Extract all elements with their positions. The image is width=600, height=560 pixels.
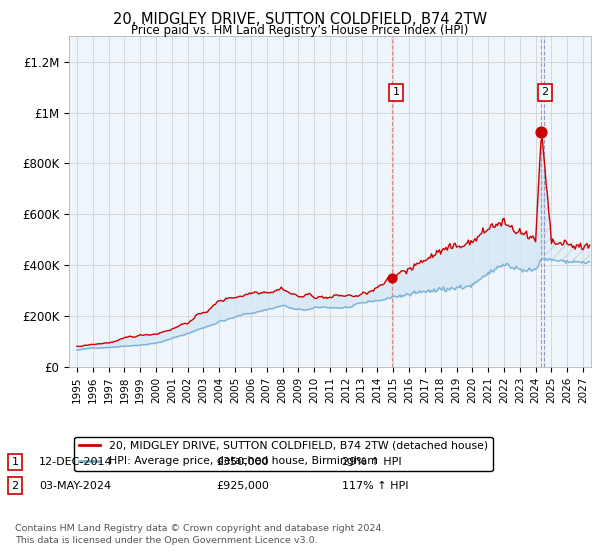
Text: 2: 2: [541, 87, 548, 97]
Point: [388, 273, 397, 282]
Text: 2: 2: [11, 480, 19, 491]
Text: Contains HM Land Registry data © Crown copyright and database right 2024.
This d: Contains HM Land Registry data © Crown c…: [15, 524, 385, 545]
Text: 1: 1: [11, 457, 19, 467]
Point: [536, 127, 546, 136]
Legend: 20, MIDGLEY DRIVE, SUTTON COLDFIELD, B74 2TW (detached house), HPI: Average pric: 20, MIDGLEY DRIVE, SUTTON COLDFIELD, B74…: [74, 437, 493, 471]
Text: Price paid vs. HM Land Registry’s House Price Index (HPI): Price paid vs. HM Land Registry’s House …: [131, 24, 469, 36]
Text: 1: 1: [392, 87, 400, 97]
Text: 20, MIDGLEY DRIVE, SUTTON COLDFIELD, B74 2TW: 20, MIDGLEY DRIVE, SUTTON COLDFIELD, B74…: [113, 12, 487, 27]
Text: 03-MAY-2024: 03-MAY-2024: [39, 480, 111, 491]
Text: 117% ↑ HPI: 117% ↑ HPI: [342, 480, 409, 491]
Text: £925,000: £925,000: [216, 480, 269, 491]
Text: 29% ↑ HPI: 29% ↑ HPI: [342, 457, 401, 467]
Text: £350,000: £350,000: [216, 457, 269, 467]
Text: 12-DEC-2014: 12-DEC-2014: [39, 457, 113, 467]
